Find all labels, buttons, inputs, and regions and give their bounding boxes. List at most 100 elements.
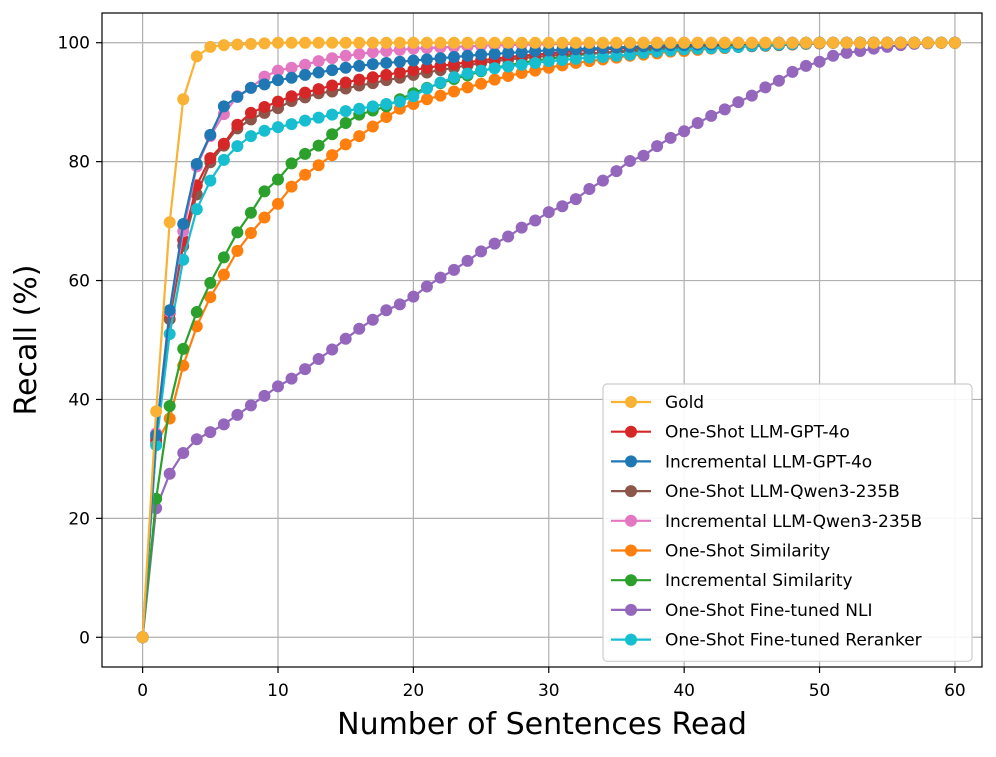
data-point-incremental-llm-gpt-4o [420, 53, 433, 66]
legend-marker [625, 455, 637, 468]
data-point-one-shot-similarity [461, 81, 474, 94]
data-point-incremental-similarity [326, 128, 339, 141]
data-point-one-shot-fine-tuned-reranker [163, 328, 176, 341]
data-point-incremental-llm-gpt-4o [326, 64, 339, 77]
data-point-incremental-llm-gpt-4o [163, 304, 176, 317]
data-point-one-shot-fine-tuned-nli [448, 263, 460, 276]
data-point-incremental-similarity [299, 147, 312, 160]
data-point-incremental-llm-gpt-4o [488, 48, 501, 61]
legend-marker [625, 544, 637, 557]
data-point-one-shot-fine-tuned-nli [732, 96, 745, 109]
legend-item-gold: Gold [611, 393, 704, 413]
data-point-gold [542, 36, 555, 49]
legend-label: One-Shot Fine-tuned NLI [665, 601, 873, 621]
data-point-one-shot-llm-gpt-4o [326, 79, 339, 92]
data-point-one-shot-fine-tuned-reranker [312, 111, 325, 124]
data-point-gold [366, 36, 379, 49]
legend-item-one-shot-llm-qwen3-235b: One-Shot LLM-Qwen3-235B [611, 482, 900, 502]
data-point-one-shot-fine-tuned-reranker [420, 82, 433, 95]
data-point-gold [515, 36, 528, 49]
data-point-one-shot-fine-tuned-nli [718, 103, 731, 116]
data-point-one-shot-similarity [366, 120, 379, 133]
data-point-incremental-llm-gpt-4o [353, 59, 366, 72]
data-point-one-shot-similarity [326, 149, 339, 162]
legend-marker [625, 396, 637, 408]
data-point-one-shot-fine-tuned-nli [353, 322, 366, 335]
legend-label: One-Shot Similarity [665, 542, 830, 562]
data-point-one-shot-fine-tuned-nli [217, 418, 230, 431]
data-point-one-shot-similarity [163, 412, 176, 425]
data-point-one-shot-fine-tuned-nli [569, 193, 582, 206]
data-point-one-shot-fine-tuned-reranker [204, 174, 217, 187]
data-point-one-shot-fine-tuned-nli [407, 290, 420, 303]
data-point-one-shot-fine-tuned-reranker [393, 95, 406, 108]
data-point-one-shot-fine-tuned-reranker [177, 253, 190, 266]
data-point-one-shot-fine-tuned-nli [556, 200, 569, 213]
data-point-gold [745, 36, 758, 49]
data-point-incremental-similarity [204, 276, 217, 289]
data-point-gold [217, 39, 230, 52]
data-point-gold [854, 36, 867, 49]
data-point-gold [244, 37, 257, 50]
data-point-incremental-llm-gpt-4o [272, 74, 284, 87]
data-point-one-shot-fine-tuned-reranker [583, 51, 596, 64]
data-point-one-shot-llm-gpt-4o [231, 118, 244, 131]
data-point-gold [326, 36, 339, 49]
data-point-gold [407, 36, 420, 49]
data-point-gold [434, 36, 447, 49]
data-point-incremental-similarity [258, 185, 271, 198]
legend-item-one-shot-fine-tuned-nli: One-Shot Fine-tuned NLI [611, 601, 873, 621]
x-tick-label: 30 [538, 681, 560, 701]
series-layer [136, 36, 961, 644]
legend-item-incremental-similarity: Incremental Similarity [611, 571, 853, 591]
data-point-gold [136, 631, 149, 644]
data-point-gold [272, 36, 284, 49]
data-point-incremental-llm-gpt-4o [299, 68, 312, 81]
data-point-incremental-llm-gpt-4o [217, 100, 230, 113]
y-tick-label: 60 [68, 272, 90, 292]
data-point-one-shot-fine-tuned-reranker [366, 100, 379, 113]
data-point-one-shot-fine-tuned-nli [326, 343, 339, 356]
data-point-one-shot-fine-tuned-nli [610, 165, 623, 178]
data-point-gold [285, 36, 298, 49]
legend-label: One-Shot LLM-GPT-4o [665, 423, 850, 443]
data-point-one-shot-fine-tuned-reranker [569, 52, 582, 65]
data-point-gold [231, 38, 244, 51]
data-point-gold [678, 36, 691, 49]
data-point-one-shot-fine-tuned-nli [840, 46, 853, 59]
data-point-incremental-llm-gpt-4o [366, 58, 379, 71]
data-point-gold [461, 36, 474, 49]
data-point-one-shot-fine-tuned-reranker [190, 203, 203, 216]
legend-label: Incremental LLM-Qwen3-235B [665, 512, 922, 532]
data-point-gold [840, 36, 853, 49]
data-point-one-shot-fine-tuned-reranker [231, 140, 244, 153]
data-point-one-shot-fine-tuned-nli [637, 149, 650, 162]
data-point-gold [637, 36, 650, 49]
data-point-one-shot-fine-tuned-reranker [326, 108, 339, 121]
data-point-one-shot-similarity [502, 70, 515, 83]
data-point-one-shot-fine-tuned-nli [624, 155, 636, 168]
data-point-one-shot-fine-tuned-nli [691, 116, 704, 129]
data-point-one-shot-fine-tuned-nli [488, 237, 501, 250]
data-point-one-shot-fine-tuned-nli [529, 214, 542, 227]
data-point-one-shot-fine-tuned-reranker [556, 53, 569, 66]
legend-label: One-Shot LLM-Qwen3-235B [665, 482, 900, 502]
data-point-one-shot-fine-tuned-reranker [610, 49, 623, 62]
data-point-incremental-llm-gpt-4o [177, 218, 190, 231]
legend-item-incremental-llm-gpt-4o: Incremental LLM-GPT-4o [611, 452, 872, 472]
data-point-one-shot-fine-tuned-nli [420, 280, 433, 293]
data-point-one-shot-fine-tuned-reranker [272, 121, 284, 134]
data-point-incremental-similarity [177, 342, 190, 355]
legend-marker [625, 633, 637, 646]
series-one-shot-fine-tuned-nli [136, 36, 961, 644]
data-point-gold [664, 36, 677, 49]
data-point-one-shot-similarity [380, 111, 393, 124]
data-point-incremental-similarity [244, 206, 257, 219]
data-point-one-shot-fine-tuned-reranker [353, 102, 366, 115]
legend-marker [625, 574, 637, 587]
data-point-incremental-llm-gpt-4o [285, 71, 298, 84]
data-point-incremental-similarity [190, 306, 203, 319]
legend-box [602, 383, 973, 662]
legend-item-one-shot-similarity: One-Shot Similarity [611, 542, 830, 562]
data-point-one-shot-similarity [475, 77, 488, 90]
